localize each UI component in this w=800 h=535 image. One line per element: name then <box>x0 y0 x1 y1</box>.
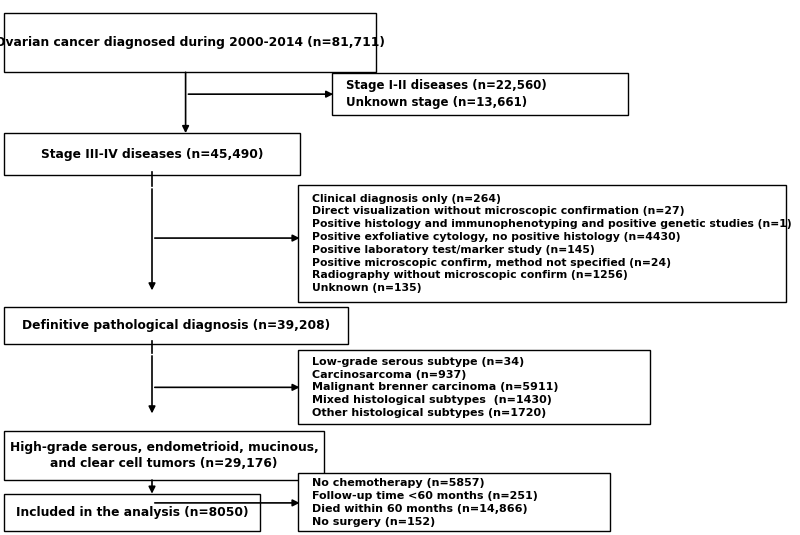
Text: Stage III-IV diseases (n=45,490): Stage III-IV diseases (n=45,490) <box>41 148 263 160</box>
FancyBboxPatch shape <box>4 307 348 344</box>
Text: High-grade serous, endometrioid, mucinous,
and clear cell tumors (n=29,176): High-grade serous, endometrioid, mucinou… <box>10 440 318 470</box>
Text: Included in the analysis (n=8050): Included in the analysis (n=8050) <box>16 506 248 519</box>
FancyBboxPatch shape <box>4 133 300 175</box>
FancyBboxPatch shape <box>4 494 260 531</box>
Text: Definitive pathological diagnosis (n=39,208): Definitive pathological diagnosis (n=39,… <box>22 319 330 332</box>
Text: Low-grade serous subtype (n=34)
Carcinosarcoma (n=937)
Malignant brenner carcino: Low-grade serous subtype (n=34) Carcinos… <box>312 357 558 418</box>
Text: Stage I-II diseases (n=22,560)
Unknown stage (n=13,661): Stage I-II diseases (n=22,560) Unknown s… <box>346 79 546 109</box>
FancyBboxPatch shape <box>4 13 376 72</box>
FancyBboxPatch shape <box>298 350 650 424</box>
FancyBboxPatch shape <box>332 73 628 115</box>
Text: Clinical diagnosis only (n=264)
Direct visualization without microscopic confirm: Clinical diagnosis only (n=264) Direct v… <box>312 194 792 293</box>
FancyBboxPatch shape <box>4 431 324 480</box>
Text: No chemotherapy (n=5857)
Follow-up time <60 months (n=251)
Died within 60 months: No chemotherapy (n=5857) Follow-up time … <box>312 478 538 526</box>
FancyBboxPatch shape <box>298 185 786 302</box>
Text: Ovarian cancer diagnosed during 2000-2014 (n=81,711): Ovarian cancer diagnosed during 2000-201… <box>0 36 385 49</box>
FancyBboxPatch shape <box>298 473 610 531</box>
